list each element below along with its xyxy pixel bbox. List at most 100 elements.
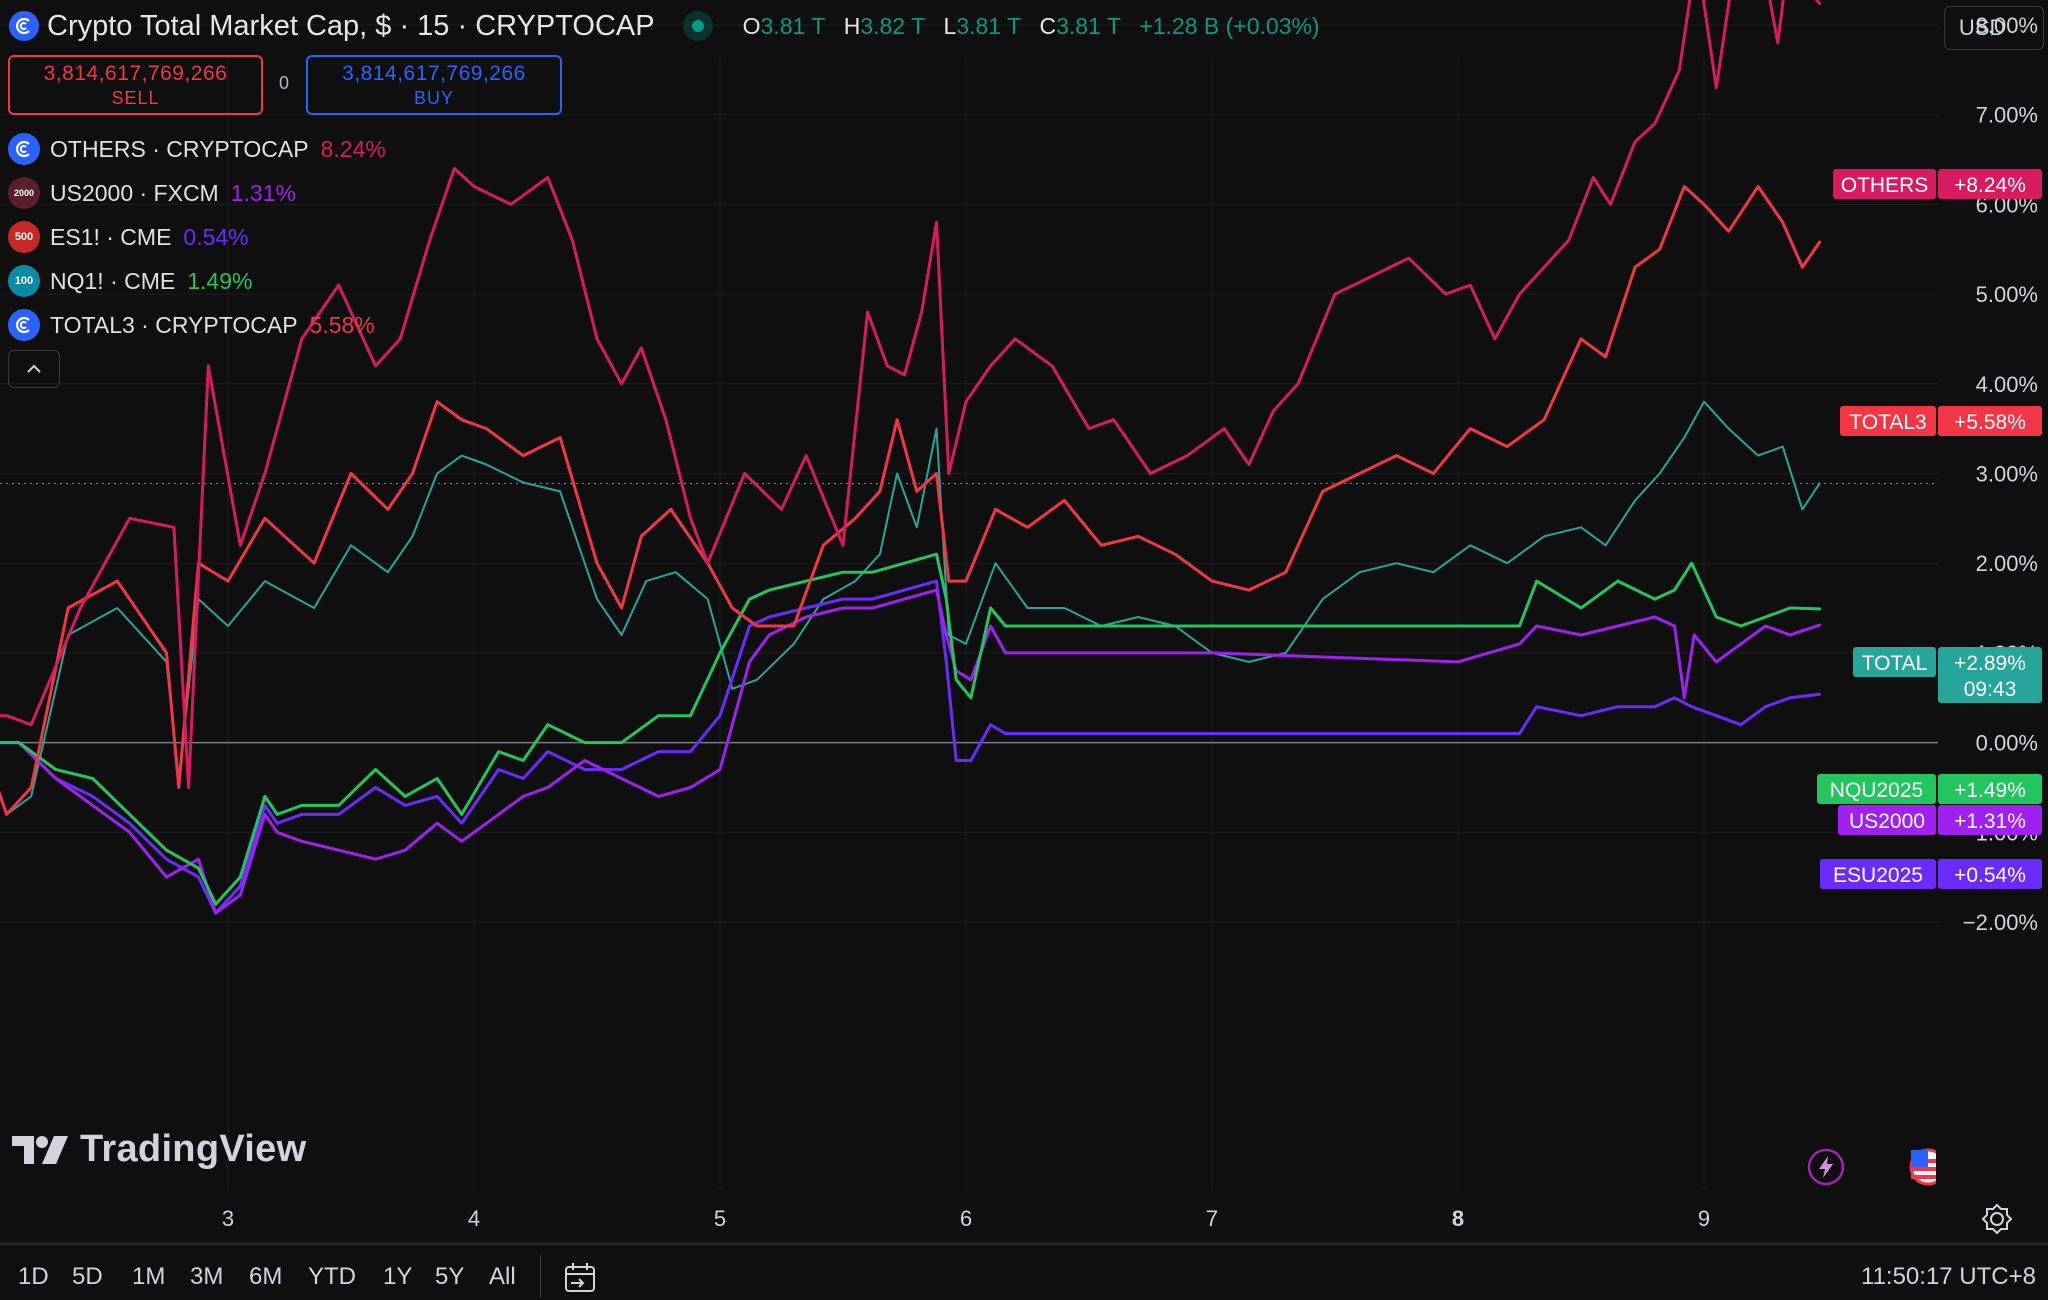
x-tick-label: 6 <box>960 1206 972 1231</box>
clock-readout[interactable]: 11:50:17 UTC+8 <box>1861 1263 2036 1290</box>
series-name-tag <box>1833 169 1936 199</box>
last-value-tag-text: +2.89% <box>1954 652 2026 675</box>
buy-button[interactable]: 3,814,617,769,266 BUY <box>306 55 562 115</box>
legend-row[interactable]: TOTAL3 · CRYPTOCAP 5.58% <box>8 303 386 347</box>
legend-name: ES1! · CME <box>50 223 172 250</box>
legend-row[interactable]: 2000 US2000 · FXCM 1.31% <box>8 171 386 215</box>
legend-row[interactable]: 500 ES1! · CME 0.54% <box>8 215 386 259</box>
legend-name: OTHERS · CRYPTOCAP <box>50 135 309 162</box>
last-value-tag-text: +5.58% <box>1954 411 2026 434</box>
range-button[interactable]: All <box>489 1263 516 1290</box>
open-value: 3.81 T <box>760 12 826 39</box>
last-value-tag <box>1938 774 2042 804</box>
range-button[interactable]: 5D <box>72 1263 103 1290</box>
series-name-tag <box>1838 805 1936 835</box>
series-line-total[interactable] <box>0 400 1821 816</box>
range-button[interactable]: YTD <box>308 1263 356 1290</box>
last-value-tag-text: +1.49% <box>1954 779 2026 802</box>
sell-button[interactable]: 3,814,617,769,266 SELL <box>8 55 263 115</box>
crypto-cap-icon <box>8 309 40 341</box>
series-legend: OTHERS · CRYPTOCAP 8.24% 2000 US2000 · FXCM… <box>8 127 386 347</box>
last-value-tag <box>1938 859 2042 889</box>
tradingview-logo-icon <box>12 1135 68 1164</box>
last-value-tag-text: +0.54% <box>1954 864 2026 887</box>
y-tick-label: 4.00% <box>1976 372 2038 397</box>
settings-gear-icon[interactable] <box>1980 1202 2014 1241</box>
series-line-esu2025[interactable] <box>0 579 1822 915</box>
y-tick-label: 2.00% <box>1976 551 2038 576</box>
series-line-us2000[interactable] <box>0 588 1822 915</box>
x-tick-label: 5 <box>714 1206 726 1231</box>
range-button[interactable]: 1M <box>132 1263 166 1290</box>
chevron-down-icon: ⌄ <box>2017 19 2030 36</box>
lightning-icon[interactable] <box>1806 1147 1846 1192</box>
open-key: O <box>742 12 761 39</box>
tradingview-logo[interactable]: TradingView <box>12 1128 306 1171</box>
series-name-tag <box>1853 647 1936 677</box>
y-tick-label: 5.00% <box>1976 282 2038 307</box>
range-button[interactable]: 6M <box>249 1263 283 1290</box>
legend-name: NQ1! · CME <box>50 267 176 294</box>
crypto-cap-icon <box>8 133 40 165</box>
chart-area[interactable]: 9.00%8.00%7.00%6.00%5.00%4.00%3.00%2.00%… <box>0 0 2048 1244</box>
collapse-legend-button[interactable] <box>8 350 60 388</box>
series-name-tag-text: US2000 <box>1849 810 1925 833</box>
y-tick-label: 3.00% <box>1976 462 2038 487</box>
last-value-tag <box>1938 647 2042 703</box>
sell-price: 3,814,617,769,266 <box>43 61 228 85</box>
series-line-nqu2025[interactable] <box>0 552 1822 906</box>
series-name-tag-text: OTHERS <box>1841 174 1929 197</box>
buy-label: BUY <box>413 87 454 108</box>
high-value: 3.82 T <box>860 12 926 39</box>
range-button[interactable]: 1Y <box>383 1263 413 1290</box>
range-button[interactable]: 1D <box>18 1263 49 1290</box>
x-tick-label: 8 <box>1452 1206 1464 1231</box>
y-tick-label: 8.00% <box>1976 13 2038 38</box>
last-value-tag <box>1938 169 2042 199</box>
nq-icon: 100 <box>8 265 40 297</box>
series-line-others[interactable] <box>0 0 1822 789</box>
close-value: 3.81 T <box>1056 12 1121 39</box>
currency-selector[interactable]: USD ⌄ <box>1944 6 2044 50</box>
last-value-tag-text: +1.31% <box>1954 810 2026 833</box>
range-button[interactable]: 5Y <box>435 1263 465 1290</box>
series-name-tag <box>1817 774 1936 804</box>
brand-name: TradingView <box>80 1128 307 1170</box>
change-value: +1.28 B (+0.03%) <box>1139 12 1320 39</box>
high-key: H <box>843 12 861 39</box>
legend-row[interactable]: OTHERS · CRYPTOCAP 8.24% <box>8 127 386 171</box>
y-tick-label: 0.00% <box>1976 731 2038 756</box>
us2000-icon: 2000 <box>8 177 40 209</box>
symbol-title[interactable]: Crypto Total Market Cap, $ · 15 · CRYPTO… <box>47 9 655 42</box>
legend-row[interactable]: 100 NQ1! · CME 1.49% <box>8 259 386 303</box>
last-value-tag <box>1938 406 2042 436</box>
range-button[interactable]: 3M <box>190 1263 224 1290</box>
bar-countdown-text: 09:43 <box>1964 678 2017 701</box>
x-tick-label: 3 <box>222 1206 234 1231</box>
ohlc-readout: O3.81 T H3.82 T L3.81 T C3.81 T +1.28 B … <box>743 13 1332 40</box>
series-name-tag <box>1840 406 1936 436</box>
last-value-tag-text: +8.24% <box>1954 174 2026 197</box>
x-tick-label: 9 <box>1698 1206 1710 1231</box>
y-tick-label: −2.00% <box>1963 910 2038 935</box>
low-key: L <box>943 12 957 39</box>
market-status-icon[interactable] <box>682 11 713 41</box>
series-line-total3[interactable] <box>0 185 1822 816</box>
date-range-calendar-icon[interactable] <box>563 1261 599 1300</box>
legend-value: 5.58% <box>309 311 375 338</box>
last-value-tag <box>1938 805 2042 835</box>
legend-value: 1.49% <box>187 267 253 294</box>
legend-value: 0.54% <box>183 223 249 250</box>
series-name-tag <box>1820 859 1936 889</box>
x-tick-label: 4 <box>468 1206 480 1231</box>
legend-value: 8.24% <box>320 135 386 162</box>
y-tick-label: 7.00% <box>1976 103 2038 128</box>
crypto-cap-icon <box>9 11 39 41</box>
series-name-tag-text: ESU2025 <box>1833 864 1923 887</box>
es-icon: 500 <box>8 221 40 253</box>
us-flag-icon[interactable] <box>1908 1147 1936 1187</box>
buy-price: 3,814,617,769,266 <box>342 61 526 85</box>
legend-value: 1.31% <box>230 179 296 206</box>
x-tick-label: 7 <box>1206 1206 1218 1231</box>
toolbar-divider <box>540 1255 541 1297</box>
